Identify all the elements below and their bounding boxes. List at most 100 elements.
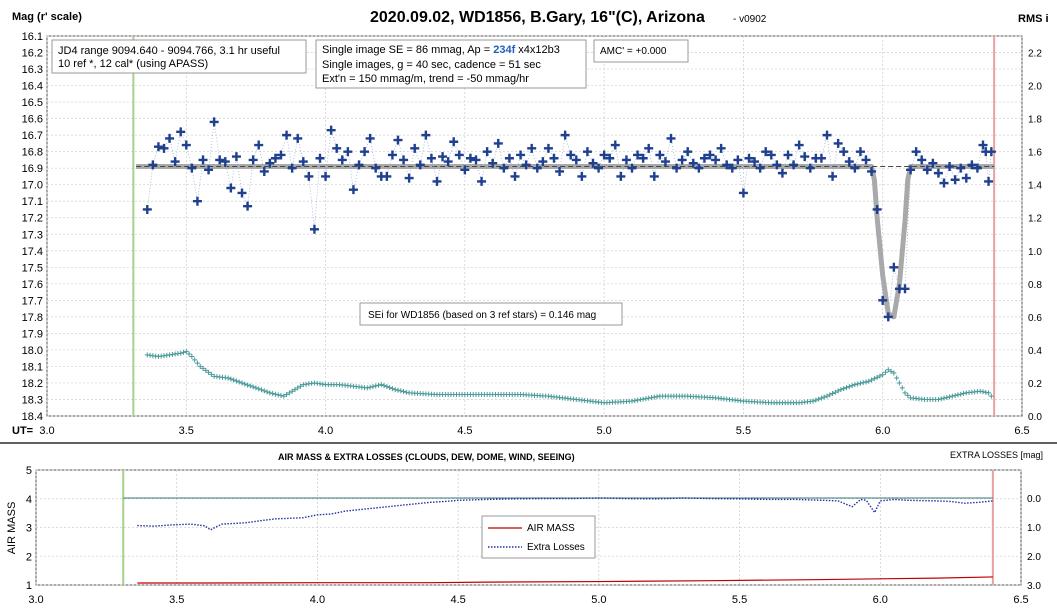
magnitude-point xyxy=(337,155,347,165)
magnitude-point xyxy=(956,163,966,173)
rms-point xyxy=(398,388,404,394)
bottom-x-tick-label: 6.0 xyxy=(873,594,888,606)
magnitude-point xyxy=(504,153,514,163)
magnitude-point xyxy=(399,155,409,165)
magnitude-point xyxy=(326,125,336,135)
se-text: Single image SE = 86 mmag, Ap = 234f x4x… xyxy=(322,44,560,56)
magnitude-point xyxy=(789,160,799,170)
bottom-y-left-tick-label: 4 xyxy=(26,494,32,506)
bottom-y-left-tick-label: 3 xyxy=(26,523,32,535)
magnitude-point xyxy=(259,166,269,176)
rms-point xyxy=(905,392,911,398)
magnitude-point xyxy=(226,183,236,193)
rms-point xyxy=(863,379,869,385)
rms-point xyxy=(275,392,281,398)
magnitude-point xyxy=(198,155,208,165)
rms-point xyxy=(392,387,398,393)
magnitude-point xyxy=(348,185,358,195)
magnitude-connect-line xyxy=(146,121,992,317)
magnitude-point xyxy=(471,155,481,165)
magnitude-point xyxy=(984,176,994,186)
rms-point xyxy=(259,387,264,393)
y-left-tick-label: 18.0 xyxy=(22,345,43,357)
magnitude-point xyxy=(465,153,475,163)
rms-point xyxy=(821,394,827,400)
magnitude-point xyxy=(961,173,971,183)
magnitude-point xyxy=(482,147,492,157)
bottom-x-tick-label: 4.5 xyxy=(450,594,465,606)
y-left-tick-label: 17.5 xyxy=(22,262,43,274)
magnitude-point xyxy=(972,163,982,173)
rms-point xyxy=(835,388,841,394)
rms-point xyxy=(841,386,847,392)
y-left-tick-label: 17.2 xyxy=(22,213,43,225)
rms-point xyxy=(899,385,905,391)
y-left-tick-label: 16.9 xyxy=(22,163,43,175)
magnitude-point xyxy=(438,152,448,162)
rms-point xyxy=(888,368,894,374)
top-plot-area xyxy=(46,35,1023,417)
x-tick-label: 6.0 xyxy=(875,425,890,437)
rms-point xyxy=(236,379,242,385)
x-tick-label: 3.0 xyxy=(39,425,54,437)
top-x-ticks: 3.0 3.5 4.0 4.5 5.0 5.5 6.0 6.5 xyxy=(39,425,1029,437)
rms-point xyxy=(952,393,958,399)
magnitude-point xyxy=(432,176,442,186)
rms-point xyxy=(284,392,290,398)
rms-point xyxy=(961,391,966,397)
magnitude-point xyxy=(220,157,230,167)
magnitude-point xyxy=(616,171,626,181)
magnitude-point xyxy=(755,163,765,173)
x-tick-label: 4.0 xyxy=(318,425,333,437)
bottom-x-ticks: 3.0 3.5 4.0 4.5 5.0 5.5 6.0 6.5 xyxy=(28,594,1028,606)
rms-point xyxy=(253,385,259,391)
magnitude-point xyxy=(621,155,631,165)
bottom-x-tick-label: 6.5 xyxy=(1013,594,1028,606)
rms-point xyxy=(194,360,200,366)
magnitude-point xyxy=(783,150,793,160)
magnitude-point xyxy=(566,150,576,160)
bottom-y-right-tick-label: 3.0 xyxy=(1027,581,1041,592)
magnitude-point xyxy=(610,140,620,150)
rms-point xyxy=(810,398,816,404)
magnitude-point xyxy=(404,173,414,183)
magnitude-point xyxy=(986,147,996,157)
rms-point xyxy=(980,389,986,395)
x-tick-label: 5.5 xyxy=(736,425,751,437)
magnitude-point xyxy=(594,163,604,173)
rms-point xyxy=(178,350,184,356)
magnitude-point xyxy=(677,155,687,165)
rms-point xyxy=(832,389,838,395)
version-tag: - v0902 xyxy=(733,14,767,25)
magnitude-point xyxy=(889,262,899,272)
bottom-y-left-tick-label: 5 xyxy=(26,465,32,477)
bottom-y-left-tick-label: 1 xyxy=(26,580,32,592)
magnitude-point xyxy=(828,171,838,181)
y-right-tick-label: 1.4 xyxy=(1028,181,1042,192)
magnitude-point xyxy=(449,137,459,147)
magnitude-point xyxy=(911,147,921,157)
rms-point xyxy=(830,391,836,397)
magnitude-point xyxy=(493,138,503,148)
magnitude-point xyxy=(254,140,264,150)
magnitude-point xyxy=(304,171,314,181)
magnitude-point xyxy=(878,295,888,305)
magnitude-point xyxy=(165,133,175,143)
magnitude-point xyxy=(655,150,665,160)
magnitude-point xyxy=(688,158,698,168)
bottom-y-left-tick-label: 2 xyxy=(26,551,32,563)
magnitude-point xyxy=(332,143,342,153)
magnitude-point xyxy=(215,155,225,165)
magnitude-point xyxy=(315,153,325,163)
rms-point xyxy=(267,390,273,396)
magnitude-point xyxy=(192,196,202,206)
magnitude-point xyxy=(555,166,565,176)
magnitude-point xyxy=(833,138,843,148)
y-left-tick-label: 18.3 xyxy=(22,394,43,406)
y-left-tick-label: 17.8 xyxy=(22,312,43,324)
magnitude-point xyxy=(543,143,553,153)
magnitude-point xyxy=(738,188,748,198)
bottom-y-right-ticks: 0.0 1.0 2.0 3.0 xyxy=(1027,494,1041,592)
